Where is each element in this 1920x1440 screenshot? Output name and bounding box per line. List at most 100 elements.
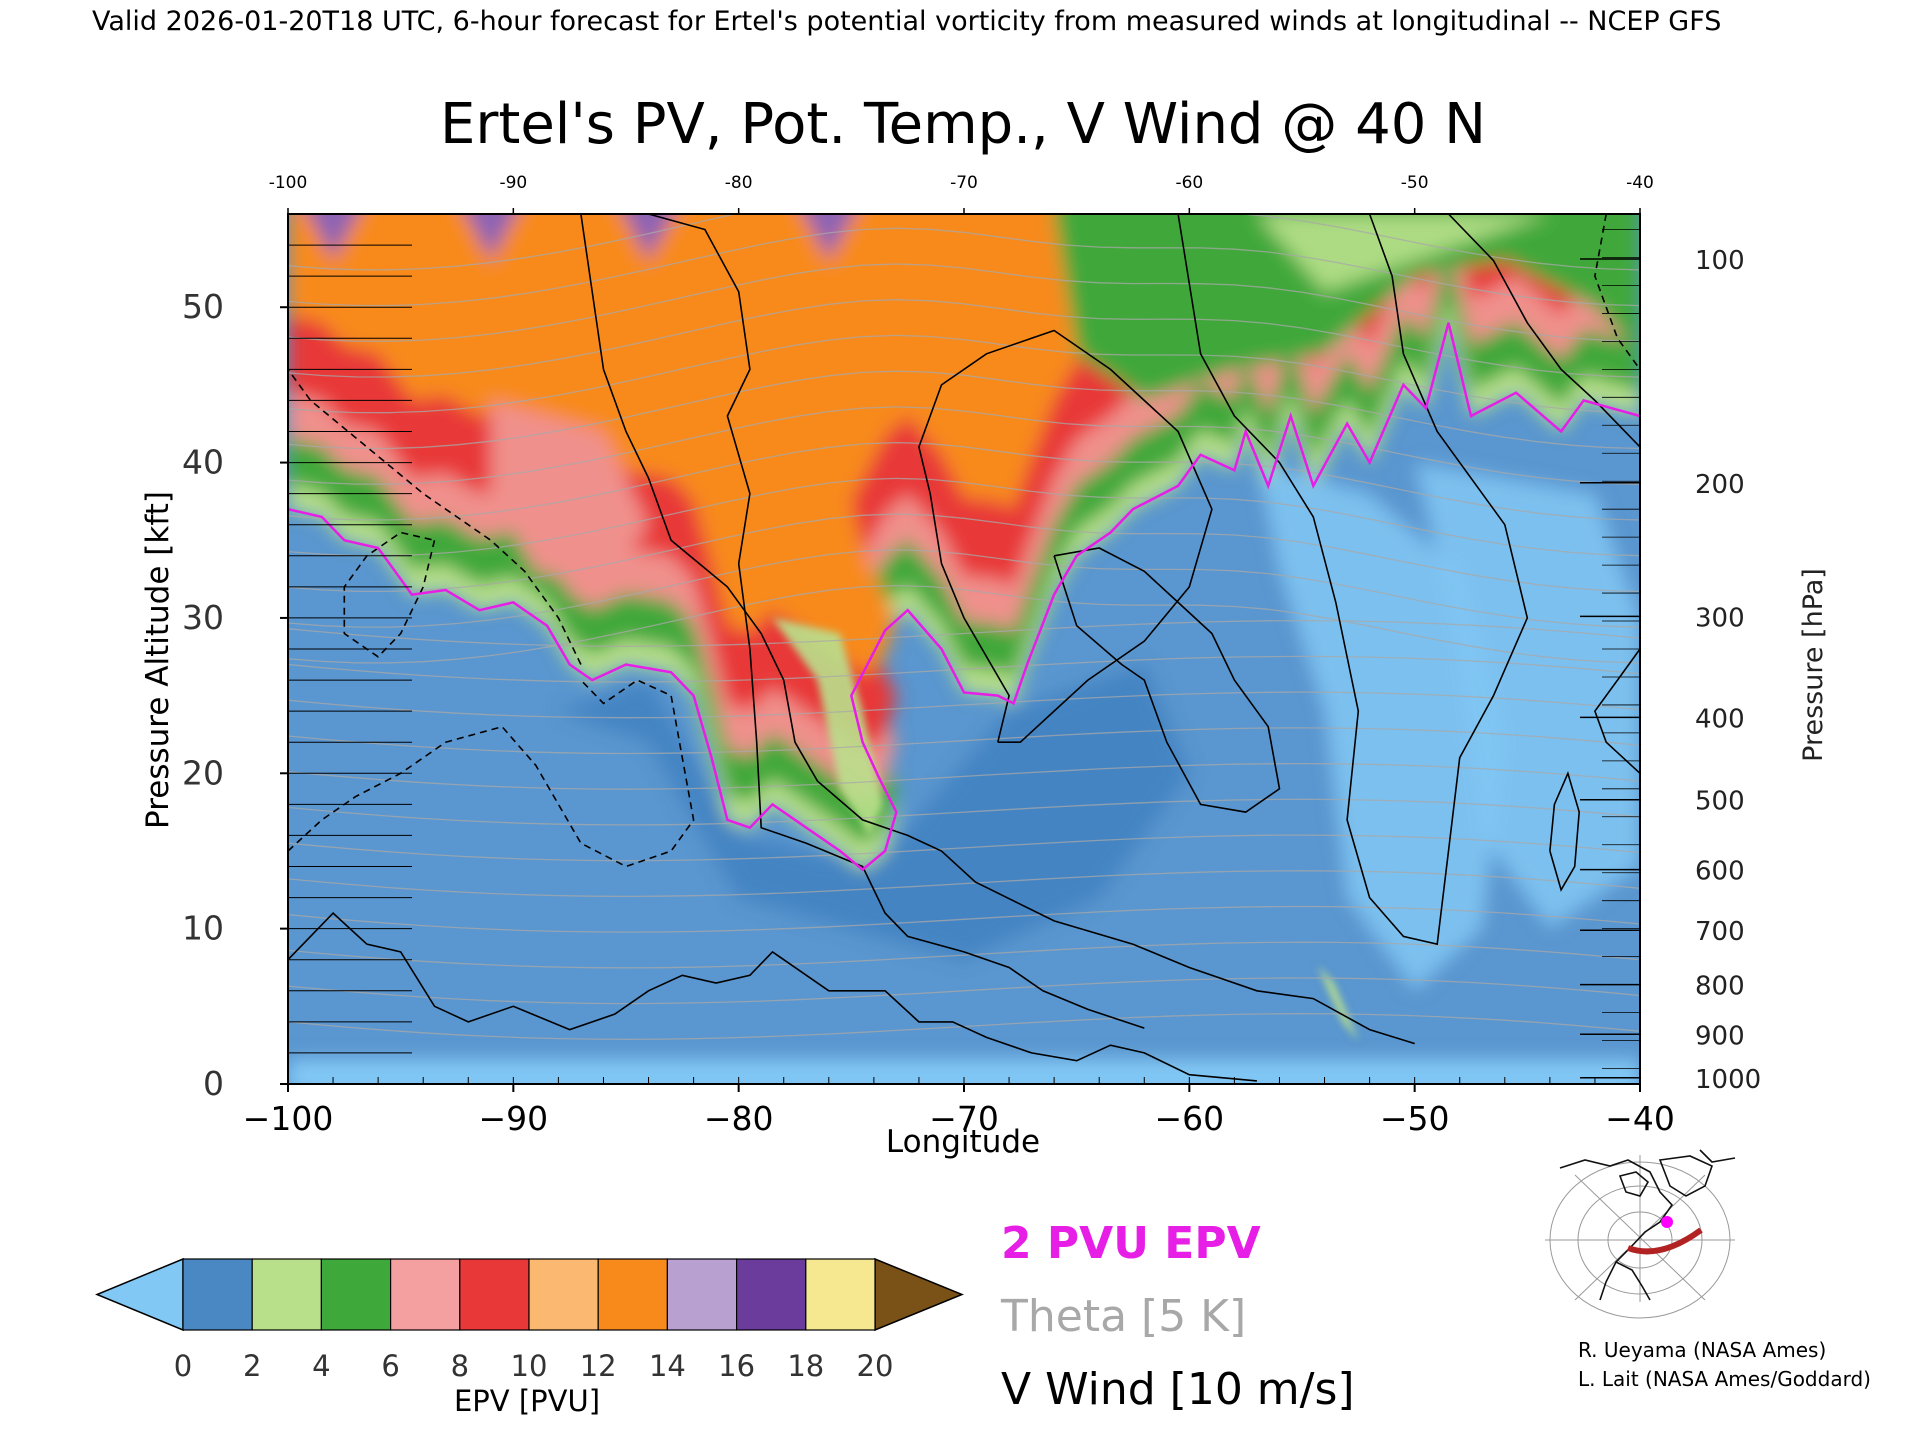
- theta-contour-21: [288, 263, 1640, 342]
- colorbar-bin-0: [182, 1258, 253, 1331]
- y-tick-label: 50: [182, 287, 224, 326]
- v-wind-contour-4: [1053, 547, 1281, 813]
- x-tick-label: −90: [479, 1099, 549, 1138]
- y-tick-label: 40: [182, 443, 224, 482]
- theta-contour-18: [288, 370, 1640, 450]
- y-tick-label: 10: [182, 909, 224, 948]
- theta-contour-7: [288, 762, 1640, 790]
- epv-field-dark-core: [558, 664, 1190, 960]
- theta-contour-22: [288, 227, 1640, 307]
- x-top-tick-label: -90: [499, 173, 527, 193]
- plot-area: [288, 214, 1640, 1084]
- x-top-tick-label: -70: [950, 173, 978, 193]
- y-tick-label: 20: [182, 753, 224, 792]
- y-axis-label: Pressure Altitude [kft]: [140, 491, 176, 829]
- v-wind-contour-9: [288, 679, 695, 868]
- colorbar-under-arrow: [95, 1257, 184, 1332]
- pressure-tick-label: 600: [1695, 857, 1745, 887]
- epv-field-detail: [772, 617, 1359, 1041]
- v-wind-contour-0: [288, 911, 1257, 1082]
- theta-contour-3: [288, 905, 1640, 933]
- theta-contour-11: [288, 620, 1640, 647]
- pressure-tick-label: 900: [1695, 1021, 1745, 1051]
- epv-field-layer-4: [288, 214, 1640, 676]
- v-wind-contour-5: [1177, 214, 1529, 946]
- x-top-tick-label: -60: [1175, 173, 1203, 193]
- epv-field-high-spike-2: [466, 214, 516, 261]
- x-top-tick-label: -50: [1401, 173, 1429, 193]
- x-tick-label: −80: [704, 1099, 774, 1138]
- v-wind-contour-2: [580, 214, 1415, 1045]
- legend-2pvu: 2 PVU EPV: [1001, 1218, 1261, 1269]
- credit-line-2: L. Lait (NASA Ames/Goddard): [1578, 1367, 1871, 1391]
- theta-contours: [288, 214, 1640, 1040]
- map-cross-section-line: [1626, 1227, 1703, 1255]
- pressure-tick-label: 100: [1695, 246, 1745, 276]
- v-wind-contour-8: [1549, 770, 1581, 892]
- v-wind-contour-12: [1594, 214, 1640, 370]
- epv-field-high-spike-0: [624, 214, 673, 261]
- theta-contour-5: [288, 834, 1640, 862]
- chart-title: Ertel's PV, Pot. Temp., V Wind @ 40 N: [440, 92, 1486, 157]
- pressure-axis-label: Pressure [hPa]: [1798, 568, 1829, 762]
- theta-contour-19: [288, 334, 1640, 414]
- theta-contour-2: [288, 941, 1640, 969]
- colorbar-bin-7: [666, 1258, 738, 1331]
- x-tick-label: −70: [929, 1099, 999, 1138]
- theta-contour-14: [288, 513, 1640, 593]
- y-tick-label: 0: [203, 1064, 224, 1103]
- credit-line-1: R. Ueyama (NASA Ames): [1578, 1338, 1826, 1362]
- tropopause-2pvu-line: [288, 322, 1640, 872]
- colorbar-bin-1: [251, 1258, 322, 1331]
- pressure-tick-label: 700: [1695, 917, 1745, 947]
- legend-theta: Theta [5 K]: [1000, 1291, 1246, 1342]
- tropopause-2pvu-polyline: [288, 322, 1640, 872]
- pressure-tick-label: 800: [1695, 972, 1745, 1002]
- colorbar-tick-label: 12: [580, 1349, 617, 1383]
- epv-field-surface-blob: [1317, 965, 1359, 1041]
- axes: −100 −90 −80 −70 −60 −50 −40 -100 -90 -80 -70 -60 -5…: [182, 173, 1761, 1138]
- colorbar-bin-9: [805, 1258, 876, 1331]
- colorbar-bin-8: [735, 1258, 807, 1331]
- theta-contour-8: [288, 727, 1640, 755]
- theta-contour-10: [288, 655, 1640, 683]
- theta-contour-6: [288, 798, 1640, 826]
- v-wind-contour-11: [288, 368, 582, 665]
- x-top-tick-label: -80: [725, 173, 753, 193]
- x-tick-label: −100: [243, 1099, 334, 1138]
- epv-field-pink-pocket: [490, 400, 649, 587]
- colorbar: 0 2 4 6 8 10 12 14 16 18 20: [95, 1257, 964, 1383]
- epv-field-east-light: [1256, 214, 1550, 292]
- colorbar-over-arrow: [874, 1257, 964, 1332]
- theta-contour-1: [288, 977, 1640, 1005]
- colorbar-tick-label: 18: [787, 1349, 824, 1383]
- x-tick-label: −40: [1605, 1099, 1675, 1138]
- epv-field-smooth: [288, 214, 1640, 1084]
- colorbar-tick-label: 0: [174, 1349, 192, 1383]
- header-line: Valid 2026-01-20T18 UTC, 6-hour forecast…: [92, 6, 1721, 37]
- theta-contour-20: [288, 299, 1640, 378]
- epv-field: [288, 214, 1640, 1084]
- colorbar-tick-label: 2: [243, 1349, 261, 1383]
- theta-contour-12: [288, 584, 1640, 664]
- colorbar-tick-label: 14: [649, 1349, 686, 1383]
- epv-field-low-pv-column: [1256, 462, 1505, 991]
- pressure-tick-label: 200: [1695, 470, 1745, 500]
- x-top-tick-label: -100: [269, 173, 308, 193]
- colorbar-bin-6: [597, 1258, 669, 1331]
- locator-map: [1541, 1149, 1737, 1319]
- x-tick-label: −50: [1380, 1099, 1450, 1138]
- v-wind-contour-10: [343, 531, 436, 658]
- colorbar-bin-2: [320, 1258, 392, 1331]
- colorbar-tick-label: 20: [857, 1349, 894, 1383]
- map-location-marker: [1661, 1216, 1673, 1228]
- theta-contour-16: [288, 441, 1640, 521]
- x-top-tick-label: -40: [1626, 173, 1654, 193]
- epv-field-high-spike-1: [804, 214, 854, 261]
- pressure-tick-label: 400: [1695, 704, 1745, 734]
- colorbar-tick-label: 10: [511, 1349, 548, 1383]
- pressure-tick-label: 300: [1695, 603, 1745, 633]
- v-wind-contour-6: [1447, 214, 1640, 448]
- y-tick-label: 30: [182, 598, 224, 637]
- theta-contour-15: [288, 477, 1640, 557]
